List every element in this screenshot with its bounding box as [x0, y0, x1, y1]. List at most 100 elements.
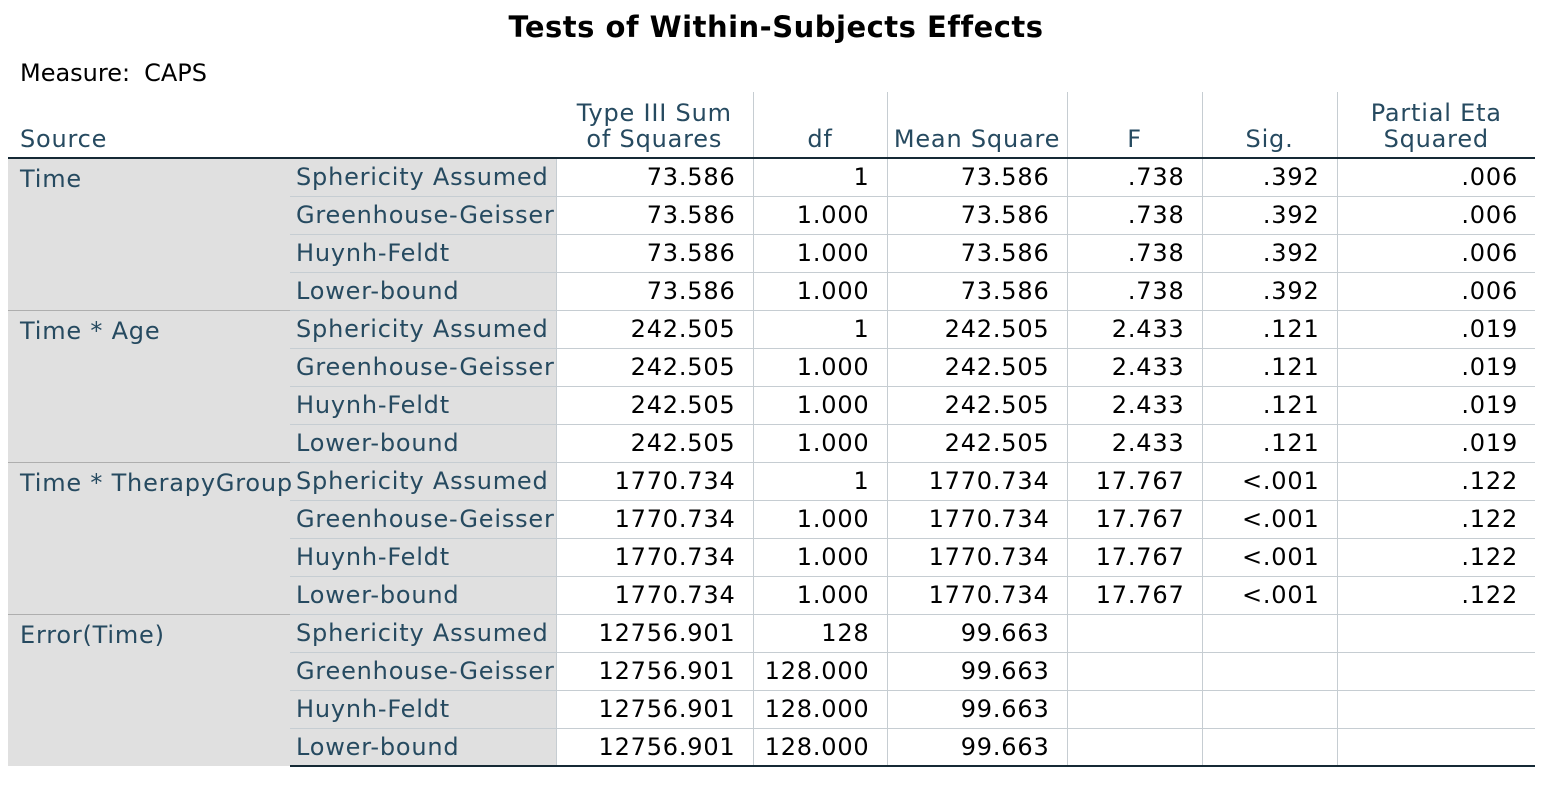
header-row: Source Type III Sum of Squares df Mean S…	[8, 92, 1536, 159]
table-row: Greenhouse-Geisser 73.586 1.000 73.586.738.…	[8, 196, 1536, 235]
table-row: Greenhouse-Geisser 1770.734 1.000 1770.734 1…	[8, 500, 1536, 539]
table-title: Tests of Within-Subjects Effects	[508, 10, 1044, 44]
table-row: Huynh-Feldt 1770.734 1.000 1770.734 17.767 <.…	[8, 538, 1536, 577]
sig-cell: .121	[1201, 386, 1338, 425]
mean-square-cell: 242.505	[886, 386, 1068, 425]
sum-of-squares-cell: 1770.734	[555, 461, 754, 501]
mean-square-cell: 242.505	[886, 309, 1068, 349]
table-row: Time Sphericity Assumed 73.586 1 73.586.738.…	[8, 158, 1536, 310]
measure-value: CAPS	[144, 59, 207, 87]
mean-square-cell: 242.505	[886, 348, 1068, 387]
within-subjects-effects-table: Source Type III Sum of Squares df Mean S…	[8, 92, 1536, 767]
f-cell	[1066, 652, 1203, 691]
partial-eta-squared-cell: .019	[1336, 348, 1536, 387]
f-cell: 2.433	[1066, 424, 1203, 463]
sig-cell: .392	[1201, 196, 1338, 235]
sum-of-squares-cell: 12756.901	[555, 728, 754, 767]
sig-cell: <.001	[1201, 576, 1338, 615]
sig-cell: .121	[1201, 424, 1338, 463]
table-row: Time * Age Sphericity Assumed 242.505 1 242.…	[8, 309, 1536, 462]
sig-cell: .392	[1201, 158, 1338, 197]
measure-caption: Measure: CAPS	[20, 59, 207, 87]
mean-square-cell: 73.586	[886, 158, 1068, 197]
sum-of-squares-cell: 242.505	[555, 348, 754, 387]
partial-eta-squared-cell: .006	[1336, 234, 1536, 273]
mean-square-cell: 99.663	[886, 690, 1068, 729]
mean-square-cell: 1770.734	[886, 538, 1068, 577]
df-cell: 1.000	[752, 196, 888, 235]
mean-square-cell: 73.586	[886, 234, 1068, 273]
partial-eta-squared-cell	[1336, 728, 1536, 767]
f-cell: 2.433	[1066, 309, 1203, 349]
partial-eta-squared-cell: .122	[1336, 538, 1536, 577]
source-cell: Time * Age	[8, 309, 290, 462]
header-mean-square: Mean Square	[886, 92, 1068, 159]
correction-cell: Huynh-Feldt	[290, 234, 557, 273]
sig-cell: .392	[1201, 234, 1338, 273]
sig-cell	[1201, 652, 1338, 691]
sum-of-squares-cell: 73.586	[555, 158, 754, 197]
df-cell: 1.000	[752, 538, 888, 577]
sum-of-squares-cell: 12756.901	[555, 613, 754, 653]
sum-of-squares-cell: 1770.734	[555, 500, 754, 539]
df-cell: 1	[752, 461, 888, 501]
correction-cell: Sphericity Assumed	[290, 613, 557, 653]
table-row: Time * TherapyGroup Sphericity Assumed 177…	[8, 461, 1536, 614]
df-cell: 128.000	[752, 690, 888, 729]
partial-eta-squared-cell: .019	[1336, 386, 1536, 425]
sum-of-squares-cell: 12756.901	[555, 652, 754, 691]
mean-square-cell: 1770.734	[886, 461, 1068, 501]
measure-label: Measure:	[20, 59, 131, 87]
f-cell: .738	[1066, 234, 1203, 273]
correction-cell: Lower-bound	[290, 728, 557, 767]
df-cell: 128	[752, 613, 888, 653]
partial-eta-squared-cell	[1336, 690, 1536, 729]
partial-eta-squared-cell: .006	[1336, 196, 1536, 235]
sig-cell	[1201, 728, 1338, 767]
df-cell: 1.000	[752, 234, 888, 273]
correction-cell: Huynh-Feldt	[290, 386, 557, 425]
correction-cell: Sphericity Assumed	[290, 158, 557, 197]
mean-square-cell: 73.586	[886, 272, 1068, 311]
df-cell: 1.000	[752, 348, 888, 387]
partial-eta-squared-cell: .122	[1336, 500, 1536, 539]
table-row: Lower-bound 1770.734 1.000 1770.734 17.767 <.…	[8, 576, 1536, 615]
table-row: Greenhouse-Geisser 242.505 1.000 242.505 2.4…	[8, 348, 1536, 387]
correction-cell: Huynh-Feldt	[290, 690, 557, 729]
table-row: Huynh-Feldt 242.505 1.000 242.505 2.433.121.…	[8, 386, 1536, 425]
f-cell: .738	[1066, 158, 1203, 197]
sum-of-squares-cell: 242.505	[555, 386, 754, 425]
sig-cell	[1201, 613, 1338, 653]
f-cell	[1066, 690, 1203, 729]
correction-cell: Sphericity Assumed	[290, 461, 557, 501]
sig-cell	[1201, 690, 1338, 729]
sum-of-squares-cell: 12756.901	[555, 690, 754, 729]
sig-cell: <.001	[1201, 538, 1338, 577]
partial-eta-squared-cell: .019	[1336, 309, 1536, 349]
header-df: df	[752, 92, 888, 159]
sum-of-squares-cell: 73.586	[555, 272, 754, 311]
partial-eta-squared-cell: .122	[1336, 576, 1536, 615]
correction-cell: Lower-bound	[290, 272, 557, 311]
correction-cell: Greenhouse-Geisser	[290, 652, 557, 691]
table-row: Huynh-Feldt 12756.901 128.000 99.663	[8, 690, 1536, 729]
sum-of-squares-cell: 242.505	[555, 424, 754, 463]
df-cell: 128.000	[752, 728, 888, 767]
f-cell: 2.433	[1066, 348, 1203, 387]
header-partial-eta-squared: Partial Eta Squared	[1336, 92, 1536, 159]
f-cell: 17.767	[1066, 576, 1203, 615]
partial-eta-squared-cell: .006	[1336, 158, 1536, 197]
df-cell: 1	[752, 309, 888, 349]
partial-eta-squared-cell	[1336, 613, 1536, 653]
df-cell: 1.000	[752, 500, 888, 539]
df-cell: 1.000	[752, 576, 888, 615]
correction-cell: Greenhouse-Geisser	[290, 348, 557, 387]
partial-eta-squared-cell: .122	[1336, 461, 1536, 501]
mean-square-cell: 73.586	[886, 196, 1068, 235]
header-sig: Sig.	[1201, 92, 1338, 159]
table-row: Lower-bound 242.505 1.000 242.505 2.433.121.…	[8, 424, 1536, 463]
sig-cell: .121	[1201, 309, 1338, 349]
partial-eta-squared-cell: .019	[1336, 424, 1536, 463]
mean-square-cell: 99.663	[886, 652, 1068, 691]
df-cell: 1	[752, 158, 888, 197]
